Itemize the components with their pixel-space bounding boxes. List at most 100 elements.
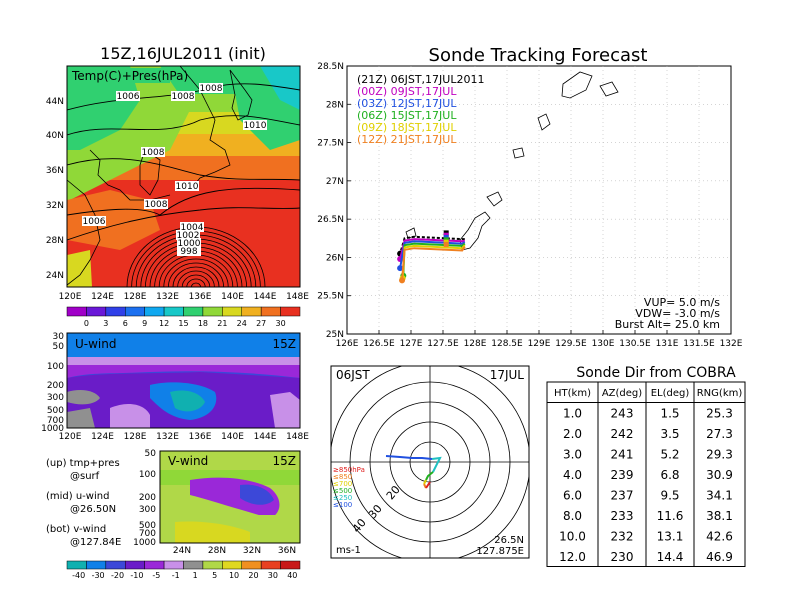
- table-cell: 30.9: [706, 468, 733, 482]
- map-lat-label: 40N: [46, 131, 64, 141]
- u-pressure-label: 500: [47, 406, 64, 416]
- isobar-label: 1004: [181, 223, 204, 233]
- table-cell: 13.1: [657, 530, 684, 544]
- isobar-label-bg: [177, 238, 201, 248]
- u-wind-label: U-wind: [75, 337, 116, 351]
- hodo-time: 06JST: [336, 368, 370, 382]
- track-title: Sonde Tracking Forecast: [429, 45, 648, 66]
- colorbar-swatch: [241, 306, 262, 317]
- track-lon-label: 127E: [400, 339, 423, 349]
- v-pressure-label: 700: [139, 529, 156, 539]
- isobar-label: 1008: [200, 84, 223, 94]
- v-pressure-label: 100: [139, 470, 156, 480]
- legend-entry: (09Z) 18JST,17JUL: [357, 121, 457, 134]
- isobar-label: 1006: [83, 217, 106, 227]
- isobar-label: 1006: [117, 92, 140, 102]
- map-lon-label: 144E: [254, 292, 277, 302]
- table-header: RNG(km): [697, 388, 743, 399]
- landing-point: [397, 265, 404, 272]
- colorbar-label: 24: [237, 319, 247, 328]
- wind-colorbar-label: -20: [111, 571, 124, 580]
- track-lon-label: 126E: [336, 339, 359, 349]
- table-cell: 10.0: [559, 530, 586, 544]
- isobar-label: 1010: [176, 182, 199, 192]
- colorbar-label: 6: [123, 319, 128, 328]
- info-line: VUP= 5.0 m/s: [644, 296, 720, 309]
- isobar-label: 1000: [178, 239, 201, 249]
- legend-entry: (06Z) 15JST,17JUL: [357, 109, 457, 122]
- colorbar-label: 12: [159, 319, 169, 328]
- table-cell: 8.0: [563, 509, 582, 523]
- wind-colorbar-swatch: [202, 560, 223, 570]
- table-cell: 3.0: [563, 448, 582, 462]
- colorbar-label: 15: [178, 319, 188, 328]
- wind-colorbar-swatch: [86, 560, 107, 570]
- table-header: AZ(deg): [602, 388, 642, 399]
- map-lon-label: 128E: [124, 292, 147, 302]
- note-sub: @127.84E: [70, 537, 121, 548]
- track-lat-label: 25N: [326, 330, 344, 340]
- isobar-ring: [163, 258, 229, 287]
- v-pressure-label: 1000: [133, 538, 156, 548]
- isobar-ring: [181, 274, 211, 287]
- note-sub: @26.50N: [70, 504, 116, 515]
- v-pressure-label: 50: [145, 449, 157, 459]
- isobar-label: 1010: [244, 121, 267, 131]
- track-lon-label: 128.5E: [491, 339, 523, 349]
- wind-colorbar-label: 5: [212, 571, 217, 580]
- wind-colorbar-label: 40: [287, 571, 297, 580]
- wind-colorbar-label: -5: [152, 571, 160, 580]
- table-cell: 9.5: [660, 489, 679, 503]
- colorbar-label: 3: [103, 319, 108, 328]
- wind-colorbar-label: 20: [248, 571, 258, 580]
- v-lat-labels: 24N 28N 32N 36N: [173, 546, 296, 556]
- wind-colorbar-label: -10: [130, 571, 143, 580]
- hodo-lat: 26.5N: [494, 535, 524, 546]
- track-lat-label: 26.5N: [317, 215, 344, 225]
- track-lon-label: 130E: [592, 339, 615, 349]
- level-labels: ≥850hPa≤850≤700≤500≤250≤100: [333, 466, 365, 509]
- table-cell: 42.6: [706, 530, 733, 544]
- isobar-label: 1008: [145, 200, 168, 210]
- v-lat-label: 24N: [173, 546, 191, 556]
- isobar-ring: [168, 262, 224, 287]
- u-pressure-label: 200: [47, 381, 64, 391]
- table-cell: 5.2: [660, 448, 679, 462]
- v-lat-label: 36N: [278, 546, 296, 556]
- u-pressure-label: 100: [47, 362, 64, 372]
- v-pressure-label: 500: [139, 521, 156, 531]
- level-label: ≤850: [333, 473, 352, 481]
- isobar-label-bg: [243, 120, 267, 130]
- wind-colorbar-swatch: [163, 560, 184, 570]
- map-legend-text: Temp(C)+Pres(hPa): [71, 69, 188, 83]
- track-line: [399, 240, 466, 269]
- map-lat-labels: 44N 40N 36N 32N 28N 24N: [46, 97, 64, 281]
- u-lon-label: 136E: [189, 432, 212, 442]
- u-lon-label: 148E: [286, 432, 309, 442]
- isobar-ring: [177, 270, 215, 287]
- v-wind-time: 15Z: [273, 454, 297, 468]
- isobar-ring: [172, 266, 220, 287]
- isobar-label-bg: [82, 216, 106, 226]
- isobar-label-bg: [177, 246, 201, 256]
- isobar-ring: [186, 278, 206, 287]
- level-label: ≤500: [333, 487, 352, 495]
- wind-colorbar-swatch: [241, 560, 262, 570]
- v-wind-label: V-wind: [168, 454, 208, 468]
- track-lat-label: 27.5N: [317, 139, 344, 149]
- colorbar-swatch: [183, 306, 204, 317]
- track-lat-label: 28.5N: [317, 62, 344, 72]
- legend-entry: (12Z) 21JST,17JUL: [357, 133, 457, 146]
- isobar-label-bg: [180, 222, 204, 232]
- note-line: (mid) u-wind: [46, 491, 109, 502]
- isobar-label-bg: [144, 199, 168, 209]
- track-lon-label: 131E: [656, 339, 679, 349]
- track-lat-label: 26N: [326, 253, 344, 263]
- u-lon-label: 120E: [59, 432, 82, 442]
- wind-colorbar-label: -1: [172, 571, 180, 580]
- u-lon-label: 144E: [254, 432, 277, 442]
- islands: [405, 71, 619, 251]
- v-pressure-label: 300: [139, 505, 156, 515]
